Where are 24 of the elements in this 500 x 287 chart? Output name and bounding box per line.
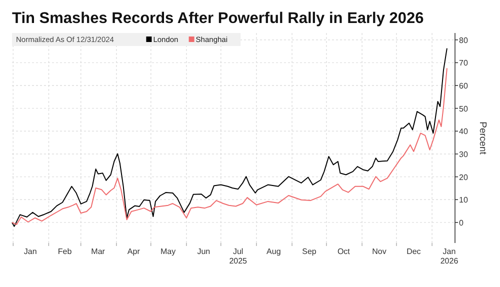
x-tick-label: May: [160, 247, 176, 256]
y-tick-label: 40: [459, 127, 468, 136]
x-tick-label: Jul 2025: [229, 247, 248, 266]
x-tick-label: Jan 2026: [440, 247, 459, 266]
y-tick-label: 0: [459, 218, 464, 228]
x-tick-label: Mar: [91, 247, 106, 256]
x-tick-label: Oct: [337, 247, 351, 256]
y-tick-label: 70: [459, 58, 468, 68]
y-tick-label: 10: [459, 196, 468, 205]
y-tick-label: 20: [459, 172, 468, 182]
x-tick-label: Apr: [127, 247, 140, 256]
x-tick-label: Aug: [266, 247, 281, 256]
x-tick-label: Nov: [372, 247, 386, 256]
x-tick-label: Sep: [302, 247, 317, 256]
x-tick-label: Dec: [406, 247, 421, 256]
chart-title: Tin Smashes Records After Powerful Rally in Early 2026: [12, 10, 424, 27]
y-tick-label: 50: [459, 104, 468, 114]
x-tick-label: Jun: [197, 247, 210, 256]
x-tick-label: Feb: [58, 247, 72, 256]
y-axis-title: Percent: [477, 122, 488, 155]
y-tick-label: 60: [459, 82, 468, 90]
y-tick-label: 30: [459, 150, 468, 159]
y-tick-label: 80: [459, 36, 468, 45]
x-tick-label: Jan: [24, 247, 37, 256]
